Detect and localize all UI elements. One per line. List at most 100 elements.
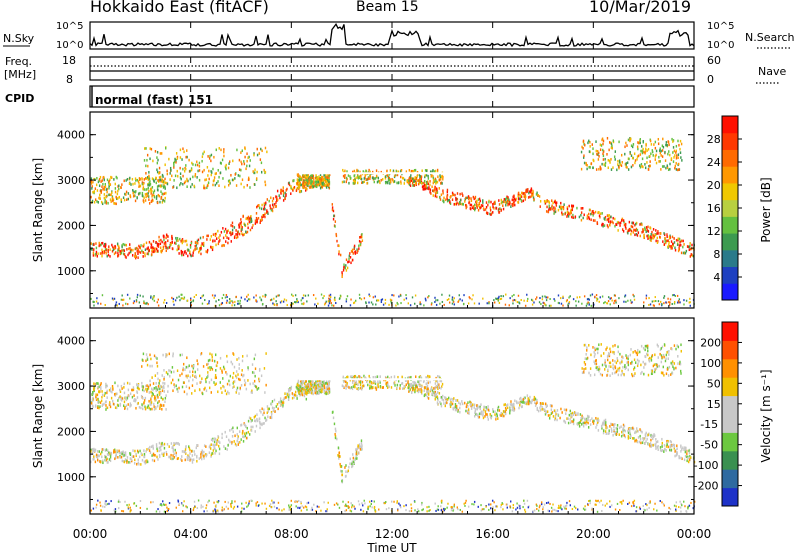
range-gate-cell <box>133 394 135 397</box>
range-gate-cell <box>592 219 595 222</box>
range-gate-cell <box>362 181 364 184</box>
range-gate-cell <box>446 401 448 405</box>
range-gate-cell <box>155 195 158 198</box>
range-gate-cell <box>303 186 305 189</box>
range-gate-cell <box>178 245 180 249</box>
range-gate-cell <box>141 458 144 462</box>
range-gate-cell <box>416 173 419 176</box>
range-gate-cell <box>128 182 131 185</box>
range-gate-cell <box>678 298 681 301</box>
range-gate-cell <box>101 252 103 255</box>
range-gate-cell <box>210 378 213 382</box>
range-gate-cell <box>591 143 593 146</box>
range-gate-cell <box>130 183 132 186</box>
range-gate-cell <box>495 415 497 419</box>
range-gate-cell <box>594 219 596 222</box>
range-gate-cell <box>477 414 479 417</box>
range-gate-cell <box>413 168 416 172</box>
range-gate-cell <box>610 142 613 146</box>
range-gate-cell <box>504 412 507 416</box>
range-gate-cell <box>346 266 349 270</box>
range-gate-cell <box>119 388 121 392</box>
range-gate-cell <box>414 179 416 183</box>
range-gate-cell <box>128 461 130 464</box>
range-gate-cell <box>310 387 313 391</box>
range-gate-cell <box>652 236 655 240</box>
range-gate-cell <box>271 400 274 403</box>
range-gate-cell <box>429 188 432 192</box>
range-gate-cell <box>441 300 444 303</box>
range-gate-cell <box>106 453 109 456</box>
range-gate-cell <box>156 357 158 360</box>
range-gate-cell <box>390 300 392 303</box>
range-gate-cell <box>688 451 691 455</box>
range-gate-cell <box>532 196 535 200</box>
range-gate-cell <box>520 396 522 400</box>
range-gate-cell <box>352 179 355 182</box>
range-gate-cell <box>648 303 650 306</box>
range-gate-cell <box>97 454 99 457</box>
range-gate-cell <box>160 250 163 254</box>
range-gate-cell <box>235 370 238 373</box>
range-gate-cell <box>332 304 335 307</box>
range-gate-cell <box>277 401 280 404</box>
range-gate-cell <box>442 175 444 179</box>
range-gate-cell <box>619 221 622 225</box>
range-gate-cell <box>231 362 234 366</box>
range-gate-cell <box>577 300 580 303</box>
range-gate-cell <box>436 168 439 172</box>
range-gate-cell <box>165 243 167 247</box>
range-gate-cell <box>282 191 285 195</box>
range-gate-cell <box>90 297 92 300</box>
range-gate-cell <box>490 200 492 204</box>
range-gate-cell <box>661 445 663 448</box>
range-gate-cell <box>105 406 108 410</box>
range-gate-cell <box>394 174 396 177</box>
range-gate-cell <box>688 458 691 461</box>
range-gate-cell <box>131 455 134 459</box>
range-gate-cell <box>90 177 93 180</box>
range-gate-cell <box>129 176 131 180</box>
range-gate-cell <box>113 252 116 256</box>
range-gate-cell <box>295 189 298 193</box>
range-gate-cell <box>256 170 258 174</box>
range-gate-cell <box>268 407 271 411</box>
range-gate-cell <box>505 293 507 296</box>
range-gate-cell <box>502 207 505 211</box>
range-gate-cell <box>457 202 460 206</box>
range-gate-cell <box>152 250 154 253</box>
range-gate-cell <box>259 420 261 424</box>
range-gate-cell <box>192 458 195 462</box>
range-gate-cell <box>112 386 114 390</box>
range-gate-cell <box>141 381 143 385</box>
range-gate-cell <box>474 207 476 210</box>
range-gate-cell <box>616 427 619 431</box>
range-gate-cell <box>568 204 570 208</box>
range-gate-cell <box>551 404 553 408</box>
range-gate-cell <box>451 193 454 197</box>
range-gate-cell <box>448 298 450 301</box>
range-gate-cell <box>555 201 558 205</box>
range-gate-cell <box>256 419 259 423</box>
range-gate-cell <box>298 186 300 189</box>
colorbar-tick-label: 8 <box>713 248 720 261</box>
range-gate-cell <box>440 404 443 408</box>
range-gate-cell <box>654 296 656 299</box>
range-gate-cell <box>606 224 609 227</box>
range-gate-cell <box>161 240 163 244</box>
range-gate-cell <box>467 195 470 198</box>
range-gate-cell <box>138 192 140 196</box>
range-gate-cell <box>134 182 136 185</box>
range-gate-cell <box>241 226 243 229</box>
range-gate-cell <box>621 228 624 231</box>
range-gate-cell <box>434 300 436 303</box>
range-gate-cell <box>627 435 630 438</box>
range-gate-cell <box>661 441 664 445</box>
range-gate-cell <box>242 429 244 433</box>
range-gate-cell <box>644 163 646 166</box>
range-gate-cell <box>245 425 247 428</box>
range-gate-cell <box>141 385 143 388</box>
range-gate-cell <box>243 233 245 236</box>
range-gate-cell <box>633 152 636 156</box>
range-gate-cell <box>91 187 93 190</box>
